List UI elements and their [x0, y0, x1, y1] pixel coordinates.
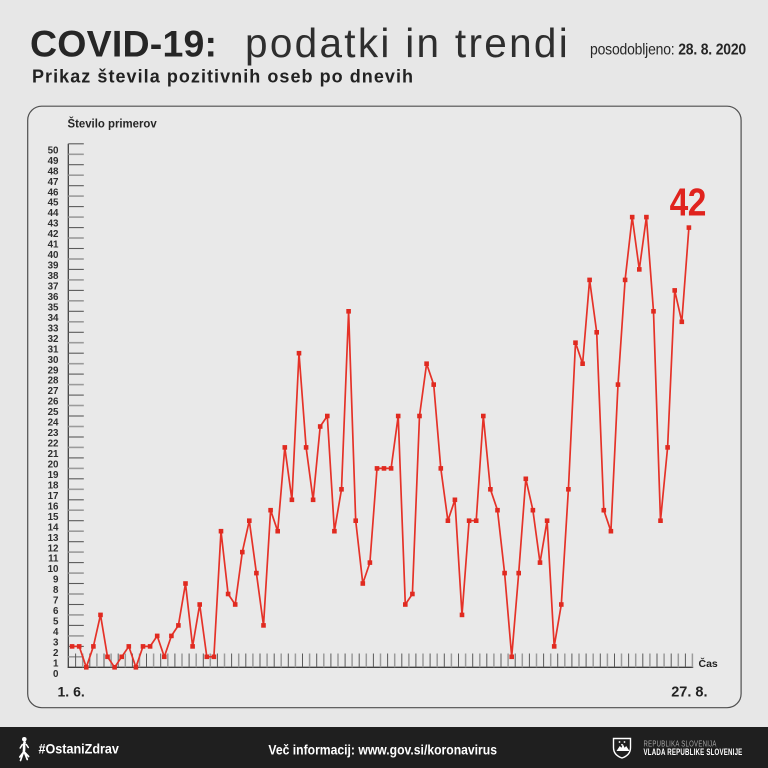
svg-text:Več informacij: www.gov.si/kor: Več informacij: www.gov.si/koronavirus — [268, 742, 497, 758]
svg-text:42: 42 — [670, 180, 706, 224]
svg-text:REPUBLIKA SLOVENIJA: REPUBLIKA SLOVENIJA — [644, 740, 717, 749]
svg-text:33: 33 — [48, 323, 59, 334]
svg-text:7: 7 — [53, 596, 59, 607]
svg-text:21: 21 — [48, 449, 59, 460]
svg-text:48: 48 — [48, 166, 59, 177]
svg-text:36: 36 — [48, 292, 59, 303]
svg-text:11: 11 — [48, 554, 59, 565]
svg-text:18: 18 — [48, 480, 59, 491]
svg-text:47: 47 — [48, 177, 59, 188]
svg-text:19: 19 — [48, 470, 59, 481]
svg-text:16: 16 — [48, 501, 59, 512]
svg-text:43: 43 — [48, 219, 59, 230]
svg-text:24: 24 — [48, 418, 59, 429]
svg-text:35: 35 — [48, 302, 59, 313]
svg-text:41: 41 — [48, 240, 59, 251]
svg-text:0: 0 — [53, 669, 59, 680]
svg-text:posodobljeno: 28. 8. 2020: posodobljeno: 28. 8. 2020 — [590, 42, 746, 59]
svg-text:17: 17 — [48, 491, 59, 502]
svg-text:27. 8.: 27. 8. — [671, 685, 707, 701]
svg-text:39: 39 — [48, 261, 59, 272]
svg-text:38: 38 — [48, 271, 59, 282]
svg-text:22: 22 — [48, 439, 59, 450]
svg-text:Število primerov: Število primerov — [68, 117, 158, 130]
svg-text:20: 20 — [48, 460, 59, 471]
svg-text:4: 4 — [53, 627, 59, 638]
svg-text:8: 8 — [53, 585, 59, 596]
svg-text:44: 44 — [48, 208, 59, 219]
svg-text:15: 15 — [48, 512, 59, 523]
svg-text:27: 27 — [48, 386, 59, 397]
svg-text:2: 2 — [53, 648, 59, 659]
svg-text:28: 28 — [48, 376, 59, 387]
svg-text:3: 3 — [53, 638, 59, 649]
svg-text:49: 49 — [48, 156, 59, 167]
svg-text:42: 42 — [48, 229, 59, 240]
svg-text:1. 6.: 1. 6. — [58, 684, 85, 700]
svg-text:45: 45 — [48, 198, 59, 209]
svg-text:50: 50 — [48, 145, 59, 156]
svg-text:13: 13 — [48, 533, 59, 544]
svg-text:podatki in trendi: podatki in trendi — [245, 20, 570, 66]
svg-text:25: 25 — [48, 407, 59, 418]
svg-text:29: 29 — [48, 365, 59, 376]
svg-text:40: 40 — [48, 250, 59, 261]
svg-text:#OstaniZdrav: #OstaniZdrav — [39, 741, 120, 757]
svg-text:10: 10 — [48, 564, 59, 575]
svg-text:46: 46 — [48, 187, 59, 198]
svg-text:VLADA REPUBLIKE SLOVENIJE: VLADA REPUBLIKE SLOVENIJE — [644, 747, 743, 758]
svg-text:Čas: Čas — [699, 657, 718, 670]
svg-text:14: 14 — [48, 522, 59, 533]
svg-text:12: 12 — [48, 543, 59, 554]
svg-text:1: 1 — [53, 658, 59, 669]
svg-text:37: 37 — [48, 282, 59, 293]
svg-text:30: 30 — [48, 355, 59, 366]
svg-text:6: 6 — [53, 606, 59, 617]
svg-text:9: 9 — [53, 575, 59, 586]
svg-text:COVID-19:: COVID-19: — [30, 23, 217, 65]
svg-text:5: 5 — [53, 617, 59, 628]
svg-text:34: 34 — [48, 313, 59, 324]
svg-text:23: 23 — [48, 428, 59, 439]
svg-text:26: 26 — [48, 397, 59, 408]
svg-text:31: 31 — [48, 344, 59, 355]
svg-text:32: 32 — [48, 334, 59, 345]
svg-text:Prikaz števila pozitivnih oseb: Prikaz števila pozitivnih oseb po dnevih — [32, 67, 414, 87]
